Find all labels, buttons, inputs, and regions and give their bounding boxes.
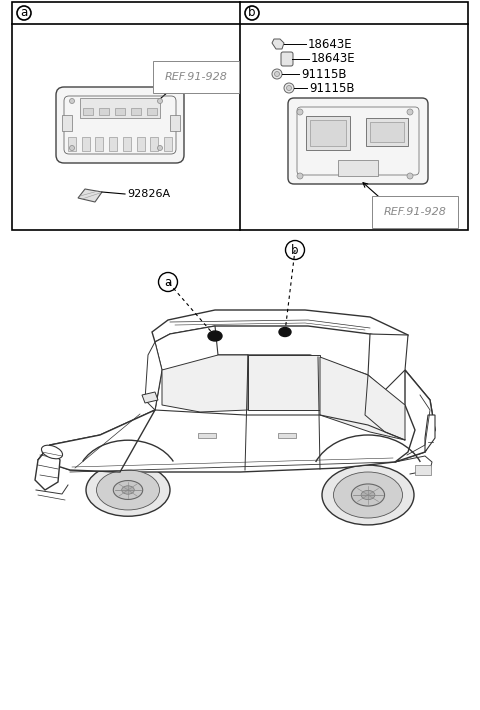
Text: REF.91-928: REF.91-928 (384, 207, 446, 217)
Text: 18643E: 18643E (308, 38, 353, 50)
Ellipse shape (41, 445, 62, 459)
Text: 91115B: 91115B (309, 82, 355, 94)
Bar (80, 98, 160, 118)
Bar (109, 137, 117, 151)
Circle shape (70, 99, 74, 104)
Ellipse shape (322, 465, 414, 525)
Text: 91115B: 91115B (301, 67, 347, 80)
Polygon shape (368, 334, 408, 390)
Polygon shape (142, 392, 158, 403)
Bar (164, 137, 172, 151)
Polygon shape (78, 189, 102, 202)
Bar (170, 115, 180, 131)
Polygon shape (320, 357, 405, 440)
Bar (310, 120, 346, 146)
Bar (306, 116, 350, 150)
Bar (366, 118, 408, 146)
Polygon shape (35, 445, 60, 490)
Circle shape (287, 85, 291, 90)
Circle shape (297, 109, 303, 115)
Bar (123, 137, 131, 151)
Bar (12, 2, 468, 230)
Circle shape (284, 83, 294, 93)
Circle shape (70, 146, 74, 151)
Ellipse shape (351, 484, 384, 506)
Bar (83, 108, 93, 115)
Bar (99, 108, 109, 115)
Bar (147, 108, 157, 115)
Polygon shape (248, 355, 320, 410)
Ellipse shape (86, 464, 170, 516)
Ellipse shape (122, 486, 134, 494)
Bar (68, 137, 76, 151)
Bar (370, 122, 404, 142)
Bar (62, 115, 72, 131)
Circle shape (275, 72, 279, 77)
Polygon shape (365, 375, 405, 440)
Polygon shape (162, 355, 248, 412)
Polygon shape (155, 326, 218, 380)
Bar (198, 433, 216, 438)
FancyBboxPatch shape (56, 87, 184, 163)
Bar (131, 108, 141, 115)
Text: 18643E: 18643E (311, 53, 356, 65)
FancyBboxPatch shape (281, 52, 293, 66)
Bar (96, 137, 103, 151)
Bar (338, 160, 378, 176)
Bar (415, 465, 431, 475)
Circle shape (407, 109, 413, 115)
Polygon shape (152, 310, 408, 342)
Bar (115, 108, 125, 115)
Bar (278, 433, 296, 438)
Bar (137, 137, 144, 151)
Bar (82, 137, 90, 151)
Text: 92826A: 92826A (127, 189, 170, 199)
Polygon shape (272, 39, 284, 49)
Polygon shape (38, 355, 435, 472)
Ellipse shape (208, 331, 222, 341)
Ellipse shape (361, 491, 375, 500)
Polygon shape (425, 415, 435, 452)
Circle shape (407, 173, 413, 179)
Circle shape (157, 99, 163, 104)
Circle shape (272, 69, 282, 79)
Ellipse shape (279, 327, 291, 337)
Circle shape (157, 146, 163, 151)
Text: b: b (291, 244, 299, 256)
Ellipse shape (113, 481, 143, 499)
Text: a: a (164, 275, 172, 288)
FancyBboxPatch shape (288, 98, 428, 184)
Polygon shape (395, 370, 435, 462)
Circle shape (297, 173, 303, 179)
Text: b: b (248, 6, 256, 19)
Polygon shape (145, 342, 162, 410)
Text: a: a (20, 6, 28, 19)
Ellipse shape (334, 472, 403, 518)
Text: REF.91-928: REF.91-928 (165, 72, 228, 82)
Polygon shape (38, 410, 155, 472)
Ellipse shape (96, 470, 159, 510)
Bar (150, 137, 158, 151)
